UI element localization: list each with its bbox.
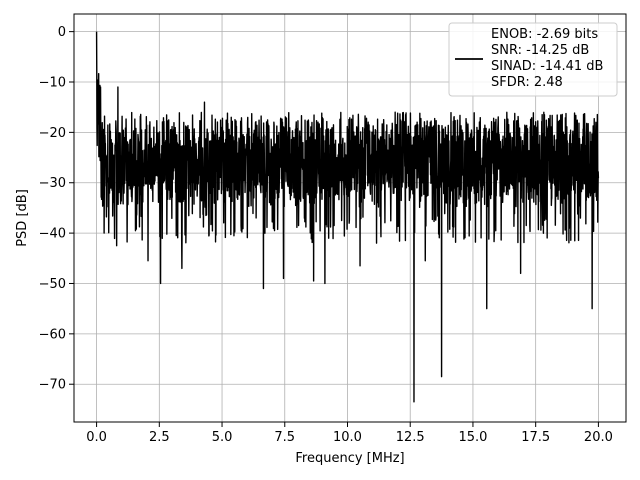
- y-tick-label: −50: [39, 277, 66, 292]
- x-tick-label: 17.5: [521, 430, 550, 445]
- y-tick-label: −60: [39, 327, 66, 342]
- legend-entry-enob: ENOB: -2.69 bits: [491, 27, 598, 42]
- legend-entry-sfdr: SFDR: 2.48: [491, 75, 563, 90]
- legend: ENOB: -2.69 bits SNR: -14.25 dB SINAD: -…: [448, 22, 618, 97]
- y-tick-label: −30: [39, 176, 66, 191]
- x-axis-label: Frequency [MHz]: [295, 451, 404, 466]
- x-tick-label: 15.0: [458, 430, 487, 445]
- y-tick-label: 0: [58, 25, 66, 40]
- y-tick-label: −20: [39, 126, 66, 141]
- y-tick-label: −70: [39, 378, 66, 393]
- legend-entry-sinad: SINAD: -14.41 dB: [491, 59, 603, 74]
- y-tick-label: −10: [39, 76, 66, 91]
- y-axis-label: PSD [dB]: [15, 189, 30, 247]
- x-axis-ticks: 0.0 2.5 5.0 7.5 10.0 12.5 15.0 17.5 20.0: [86, 422, 613, 445]
- psd-series-line: [95, 31, 600, 403]
- y-axis-ticks: 0 −10 −20 −30 −40 −50 −60 −70: [39, 25, 74, 393]
- legend-entry-snr: SNR: -14.25 dB: [491, 43, 589, 58]
- x-tick-label: 7.5: [274, 430, 295, 445]
- y-tick-label: −40: [39, 227, 66, 242]
- x-tick-label: 5.0: [212, 430, 233, 445]
- x-tick-label: 0.0: [86, 430, 107, 445]
- x-tick-label: 12.5: [396, 430, 425, 445]
- legend-box: [448, 22, 618, 97]
- x-tick-label: 2.5: [149, 430, 170, 445]
- plot-frame: [73, 13, 627, 423]
- x-tick-label: 20.0: [584, 430, 613, 445]
- x-tick-label: 10.0: [333, 430, 362, 445]
